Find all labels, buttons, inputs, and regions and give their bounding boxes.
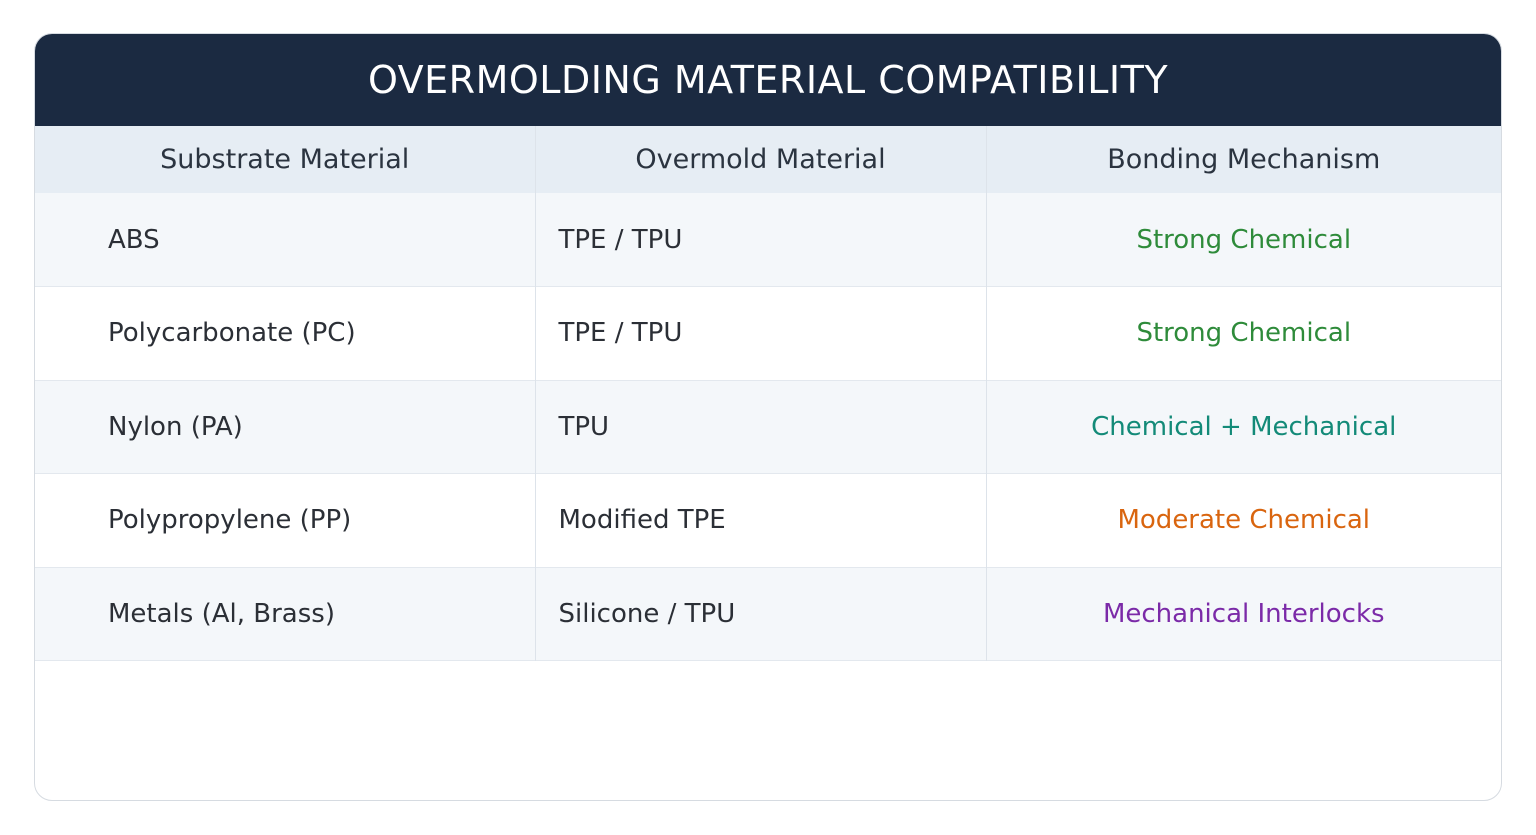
table-row: Nylon (PA) TPU Chemical + Mechanical (35, 380, 1501, 474)
table-row: ABS TPE / TPU Strong Chemical (35, 193, 1501, 287)
overmold-cell: TPE / TPU (535, 193, 987, 287)
page-title: OVERMOLDING MATERIAL COMPATIBILITY (367, 58, 1169, 102)
table-row: Metals (Al, Brass) Silicone / TPU Mechan… (35, 567, 1501, 661)
substrate-cell: ABS (35, 193, 536, 287)
overmold-cell: Silicone / TPU (535, 567, 987, 661)
substrate-cell: Polycarbonate (PC) (35, 286, 536, 380)
bonding-cell: Strong Chemical (1136, 318, 1352, 349)
overmold-cell: TPE / TPU (535, 286, 987, 380)
substrate-cell: Nylon (PA) (35, 380, 536, 474)
column-header-bonding: Bonding Mechanism (1107, 144, 1381, 175)
bonding-cell: Strong Chemical (1136, 224, 1352, 255)
bonding-cell: Moderate Chemical (1117, 505, 1371, 536)
overmold-cell: Modified TPE (535, 473, 987, 567)
title-bar: OVERMOLDING MATERIAL COMPATIBILITY (35, 34, 1501, 126)
substrate-cell: Metals (Al, Brass) (35, 567, 536, 661)
table-row: Polypropylene (PP) Modified TPE Moderate… (35, 473, 1501, 567)
overmold-cell: TPU (535, 380, 987, 474)
compatibility-table: Substrate Material Overmold Material Bon… (35, 126, 1501, 661)
table-header-row: Substrate Material Overmold Material Bon… (35, 126, 1501, 193)
table-row: Polycarbonate (PC) TPE / TPU Strong Chem… (35, 286, 1501, 380)
bonding-cell: Mechanical Interlocks (1102, 598, 1385, 629)
bonding-cell: Chemical + Mechanical (1091, 411, 1397, 442)
substrate-cell: Polypropylene (PP) (35, 473, 536, 567)
compatibility-card: OVERMOLDING MATERIAL COMPATIBILITY Subst… (34, 33, 1502, 801)
column-header-substrate: Substrate Material (35, 126, 536, 193)
column-header-overmold: Overmold Material (535, 126, 987, 193)
